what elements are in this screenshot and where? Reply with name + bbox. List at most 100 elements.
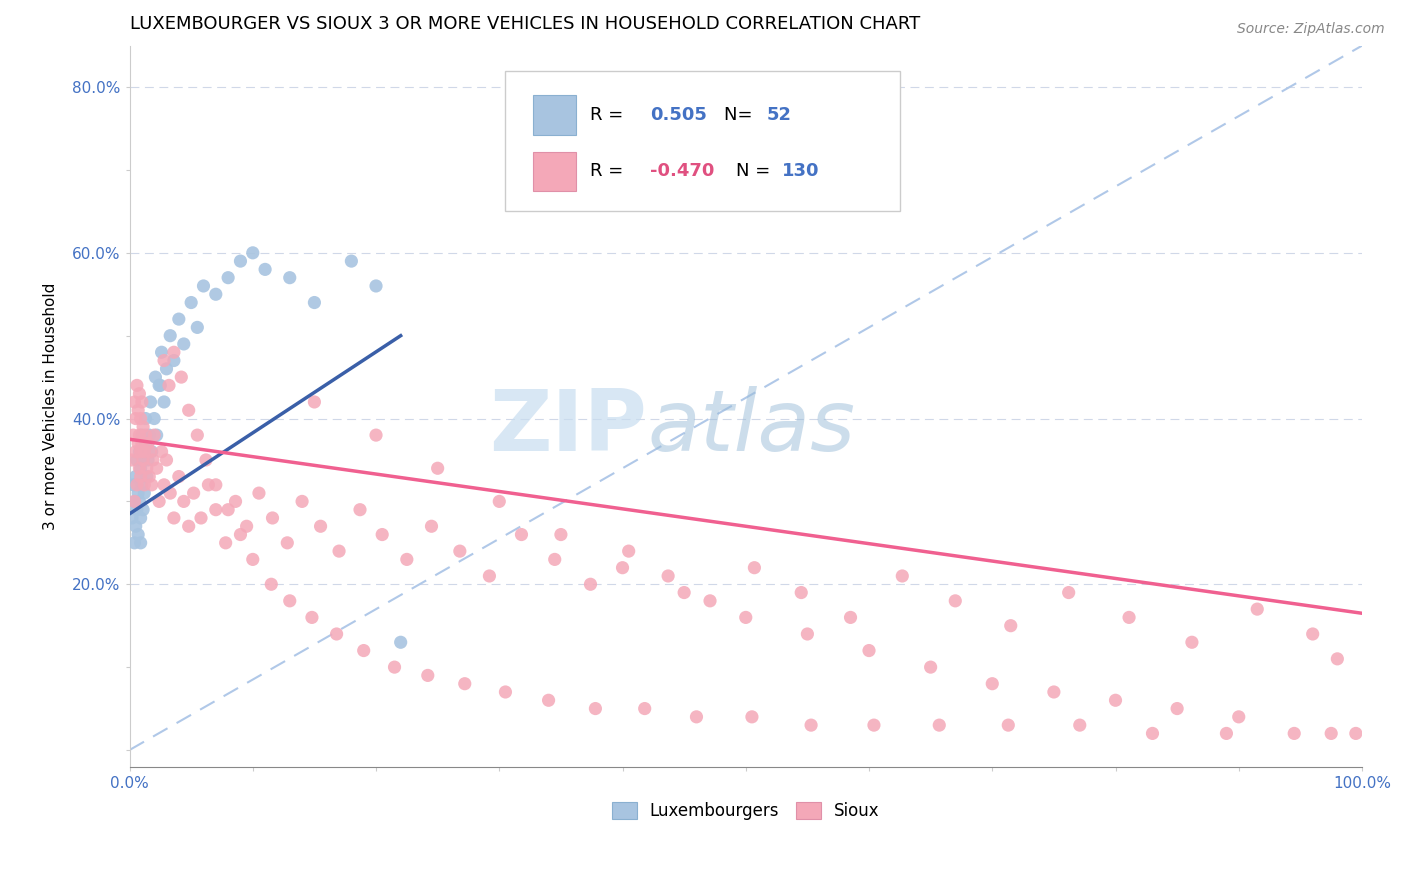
Point [153, 353, 176, 368]
Point [134, 478, 156, 492]
Point [125, 478, 148, 492]
Point [183, 486, 205, 500]
Point [135, 469, 157, 483]
Point [1069, 718, 1091, 732]
Point [217, 270, 239, 285]
Point [148, 378, 170, 392]
Point [617, 544, 640, 558]
Point [416, 668, 439, 682]
Point [699, 594, 721, 608]
Point [262, 511, 284, 525]
Point [1302, 627, 1324, 641]
Point [132, 453, 155, 467]
Point [1320, 726, 1343, 740]
Point [129, 461, 152, 475]
Point [217, 502, 239, 516]
Point [242, 552, 264, 566]
Y-axis label: 3 or more Vehicles in Household: 3 or more Vehicles in Household [44, 283, 58, 530]
Text: -0.470: -0.470 [650, 162, 714, 180]
Point [129, 444, 152, 458]
Point [180, 295, 202, 310]
Point [254, 262, 277, 277]
Point [128, 386, 150, 401]
Point [278, 594, 301, 608]
Point [1104, 693, 1126, 707]
Point [159, 486, 181, 500]
Point [153, 478, 176, 492]
Point [449, 544, 471, 558]
FancyBboxPatch shape [505, 70, 900, 211]
Point [839, 610, 862, 624]
Point [131, 478, 153, 492]
Point [193, 279, 215, 293]
Point [127, 486, 149, 500]
Point [215, 536, 238, 550]
Point [149, 378, 172, 392]
Point [349, 502, 371, 516]
Point [1344, 726, 1367, 740]
Point [235, 519, 257, 533]
Point [1142, 726, 1164, 740]
Point [128, 494, 150, 508]
Point [124, 494, 146, 508]
Point [124, 536, 146, 550]
Point [194, 453, 217, 467]
Point [129, 469, 152, 483]
Point [340, 254, 363, 268]
Point [190, 511, 212, 525]
Point [127, 436, 149, 450]
Point [478, 569, 501, 583]
Point [744, 560, 766, 574]
Point [276, 536, 298, 550]
Point [163, 511, 186, 525]
Point [278, 270, 301, 285]
Point [134, 486, 156, 500]
Point [121, 453, 143, 467]
Point [127, 403, 149, 417]
Point [1246, 602, 1268, 616]
Point [163, 345, 186, 359]
Text: ZIP: ZIP [489, 386, 647, 469]
Point [150, 345, 173, 359]
Point [124, 395, 146, 409]
Point [981, 676, 1004, 690]
Point [128, 461, 150, 475]
Point [920, 660, 942, 674]
Point [135, 411, 157, 425]
Point [170, 370, 193, 384]
Text: Source: ZipAtlas.com: Source: ZipAtlas.com [1237, 22, 1385, 37]
Point [136, 453, 159, 467]
Point [145, 370, 167, 384]
Text: N =: N = [735, 162, 776, 180]
Point [129, 536, 152, 550]
Point [291, 494, 314, 508]
Point [186, 428, 208, 442]
Point [138, 469, 160, 483]
Point [128, 444, 150, 458]
Text: 52: 52 [766, 106, 792, 124]
Text: atlas: atlas [647, 386, 855, 469]
Text: R =: R = [591, 162, 630, 180]
Point [488, 494, 510, 508]
Text: N=: N= [724, 106, 758, 124]
Point [155, 453, 177, 467]
FancyBboxPatch shape [533, 95, 575, 135]
Point [1181, 635, 1204, 649]
Point [167, 469, 190, 483]
Point [131, 436, 153, 450]
Point [304, 295, 326, 310]
Point [125, 469, 148, 483]
Point [229, 527, 252, 541]
Point [125, 502, 148, 516]
Point [1057, 585, 1080, 599]
Point [612, 560, 634, 574]
Point [364, 428, 387, 442]
Point [997, 718, 1019, 732]
Point [384, 660, 406, 674]
Point [364, 279, 387, 293]
Point [125, 453, 148, 467]
Point [135, 436, 157, 450]
Point [173, 494, 195, 508]
Point [134, 444, 156, 458]
Point [790, 585, 813, 599]
